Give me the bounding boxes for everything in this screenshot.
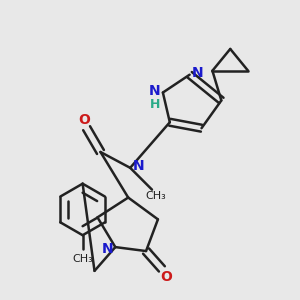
Text: O: O: [79, 113, 91, 127]
Text: N: N: [192, 66, 203, 80]
Text: N: N: [132, 159, 144, 173]
Text: CH₃: CH₃: [72, 254, 93, 264]
Text: H: H: [150, 98, 160, 111]
Text: CH₃: CH₃: [146, 190, 166, 201]
Text: N: N: [102, 242, 113, 256]
Text: O: O: [160, 270, 172, 284]
Text: N: N: [149, 84, 161, 98]
